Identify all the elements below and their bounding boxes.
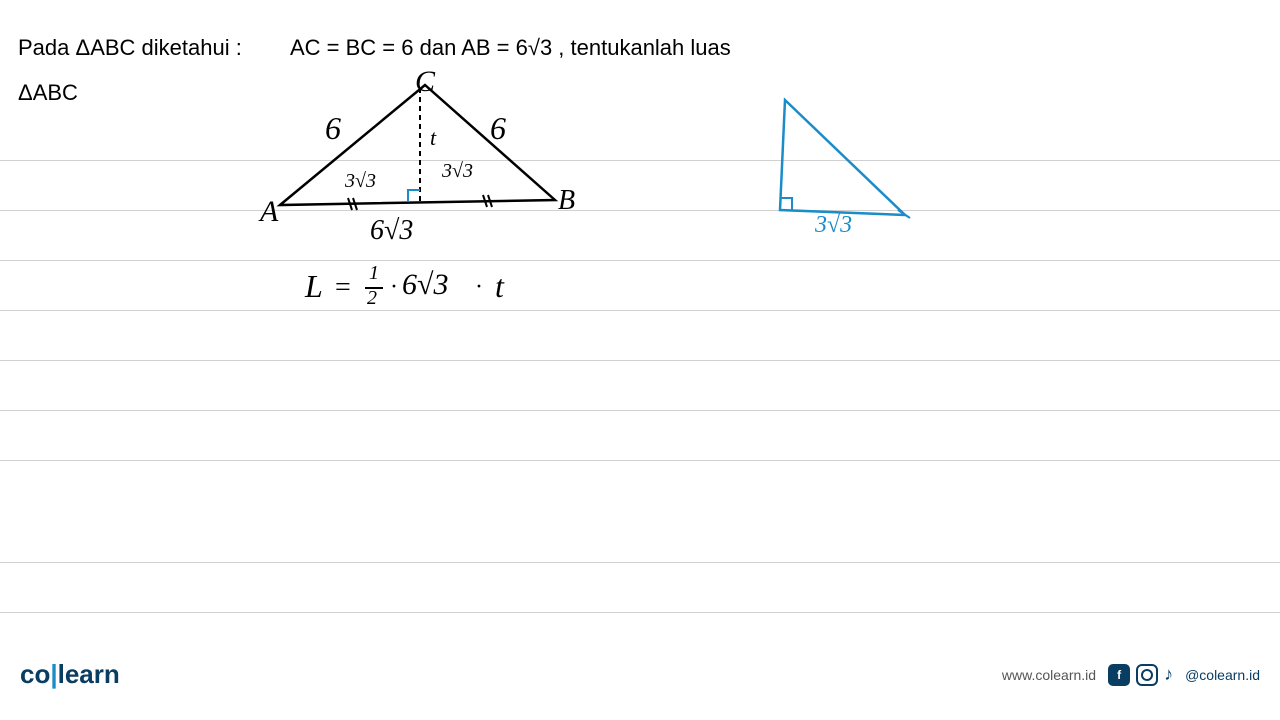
ruled-line [0, 562, 1280, 563]
vertex-c-label: C [415, 65, 435, 99]
formula-t: t [495, 268, 504, 305]
instagram-icon[interactable] [1136, 664, 1158, 686]
ruled-line [0, 612, 1280, 613]
formula-half-num: 1 [369, 262, 387, 285]
side-bc-label: 6 [490, 110, 506, 147]
formula-dot2: · [475, 274, 483, 301]
formula-eq: = [335, 272, 351, 304]
right-triangle-diagram [770, 90, 950, 250]
side-ab-label: 6√3 [370, 215, 413, 247]
ruled-line [0, 460, 1280, 461]
website-link[interactable]: www.colearn.id [1002, 667, 1096, 683]
problem-line2: ΔABC [18, 80, 78, 106]
problem-line1-part1: Pada ΔABC diketahui : [18, 35, 242, 61]
logo: co|learn [20, 659, 120, 690]
footer-right: www.colearn.id f ♪ @colearn.id [1002, 664, 1260, 686]
formula-val: 6√3 [402, 268, 448, 302]
formula-fraction: 1 2 [365, 262, 383, 314]
ruled-line [0, 360, 1280, 361]
social-icons: f ♪ [1108, 664, 1173, 686]
social-handle: @colearn.id [1185, 667, 1260, 683]
side-ac-label: 6 [325, 110, 341, 147]
right-triangle-base-label: 3√3 [815, 212, 852, 239]
half-left-label: 3√3 [345, 170, 376, 193]
height-label: t [430, 125, 436, 151]
problem-line1-part2: AC = BC = 6 dan AB = 6√3 , tentukanlah l… [290, 35, 731, 61]
facebook-icon[interactable]: f [1108, 664, 1130, 686]
vertex-b-label: B [558, 185, 575, 217]
formula-half-den: 2 [367, 287, 385, 310]
logo-part2: learn [58, 659, 120, 689]
tiktok-icon[interactable]: ♪ [1164, 664, 1173, 685]
half-right-label: 3√3 [442, 160, 473, 183]
vertex-a-label: A [260, 195, 278, 229]
formula-dot1: · [390, 274, 398, 301]
footer: co|learn www.colearn.id f ♪ @colearn.id [0, 659, 1280, 690]
logo-part1: co [20, 659, 50, 689]
ruled-line [0, 410, 1280, 411]
ruled-line [0, 310, 1280, 311]
formula-l: L [305, 268, 323, 305]
logo-divider: | [50, 659, 57, 689]
